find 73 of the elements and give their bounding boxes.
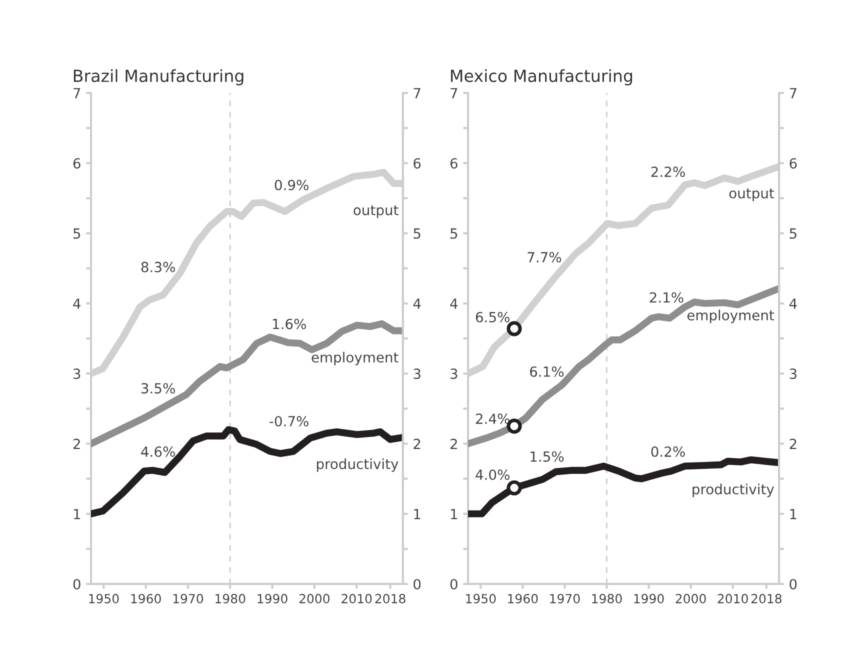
y2-tick-label: 1 <box>414 508 420 520</box>
y2-tick-label: 3 <box>790 368 796 380</box>
y2-tick-label: 2 <box>414 438 420 449</box>
annotation: 6.1% <box>530 366 564 377</box>
y-tick-label: 6 <box>450 158 458 169</box>
y-tick-label: 1 <box>74 508 80 520</box>
y-tick-label: 4 <box>73 298 81 309</box>
x-tick-label: 1980 <box>216 594 246 604</box>
x-tick-label: 1960 <box>131 594 161 604</box>
x-tick-label: 1950 <box>89 594 119 604</box>
y-tick-label: 4 <box>450 298 458 309</box>
annotation: 4.6% <box>141 446 175 457</box>
x-tick-label: 1980 <box>592 594 622 604</box>
series-label: employment <box>312 352 398 366</box>
chart-title: Mexico Manufacturing <box>451 69 632 86</box>
y2-tick-label: 6 <box>414 158 421 169</box>
x-tick-label: 1990 <box>634 594 664 604</box>
annotation: 7.7% <box>528 252 562 262</box>
point <box>506 480 522 496</box>
annotation: 1.6% <box>272 318 306 330</box>
chart-title: Brazil Manufacturing <box>74 69 244 86</box>
annotation: 0.2% <box>651 446 685 457</box>
x-tick-label: 2018 <box>751 594 782 604</box>
annotation: 6.5% <box>476 312 510 322</box>
y-tick-label: 6 <box>73 158 80 169</box>
y2-tick-label: 5 <box>414 228 420 239</box>
x-tick-label: 1960 <box>508 594 538 604</box>
annotation: 3.5% <box>141 383 175 394</box>
y-tick-label: 3 <box>450 368 458 380</box>
annotation: 2.2% <box>651 166 685 178</box>
annotation: 4.0% <box>476 469 510 480</box>
y2-tick-label: 0 <box>414 578 421 590</box>
series-label: employment <box>687 310 774 324</box>
point <box>506 321 522 336</box>
y2-tick-label: 4 <box>789 298 797 309</box>
x-tick-label: 1970 <box>173 594 204 604</box>
y2-tick-label: 6 <box>790 158 797 169</box>
x-tick-label: 2000 <box>299 594 330 604</box>
x-tick-label: 1990 <box>258 594 288 604</box>
y-tick-label: 5 <box>450 228 458 239</box>
y-tick-label: 0 <box>450 578 458 590</box>
x-tick-label: 2018 <box>375 594 406 604</box>
y2-tick-label: 0 <box>790 578 797 590</box>
y-tick-label: 7 <box>74 88 80 98</box>
y2-tick-label: 3 <box>414 368 420 380</box>
annotation: 2.1% <box>650 292 684 303</box>
y2-tick-label: 5 <box>790 228 796 239</box>
series-label: productivity <box>316 458 398 472</box>
y2-tick-label: 4 <box>413 298 421 309</box>
x-tick-label: 2000 <box>676 594 706 604</box>
x-tick-label: 1950 <box>466 594 496 604</box>
annotation: 8.3% <box>141 262 175 272</box>
series-label: output <box>354 205 398 218</box>
annotation: -0.7% <box>270 416 308 426</box>
y-tick-label: 0 <box>73 578 80 590</box>
y2-tick-label: 1 <box>790 508 796 520</box>
y2-tick-label: 7 <box>414 88 420 98</box>
y-tick-label: 5 <box>74 228 80 239</box>
y2-tick-label: 2 <box>790 438 796 449</box>
y-tick-label: 2 <box>73 438 80 449</box>
annotation: 2.4% <box>476 414 510 424</box>
x-tick-label: 2010 <box>342 594 372 604</box>
series-label: productivity <box>692 484 774 498</box>
x-tick-label: 1970 <box>550 594 580 604</box>
y-tick-label: 3 <box>74 368 80 380</box>
annotation: 0.9% <box>274 180 308 190</box>
annotation: 1.5% <box>530 451 564 462</box>
y-tick-label: 7 <box>450 88 458 98</box>
y-tick-label: 2 <box>450 438 457 449</box>
y-tick-label: 1 <box>451 508 458 520</box>
y2-tick-label: 7 <box>790 88 796 98</box>
x-tick-label: 2010 <box>718 594 748 604</box>
series-label: output <box>729 188 774 202</box>
